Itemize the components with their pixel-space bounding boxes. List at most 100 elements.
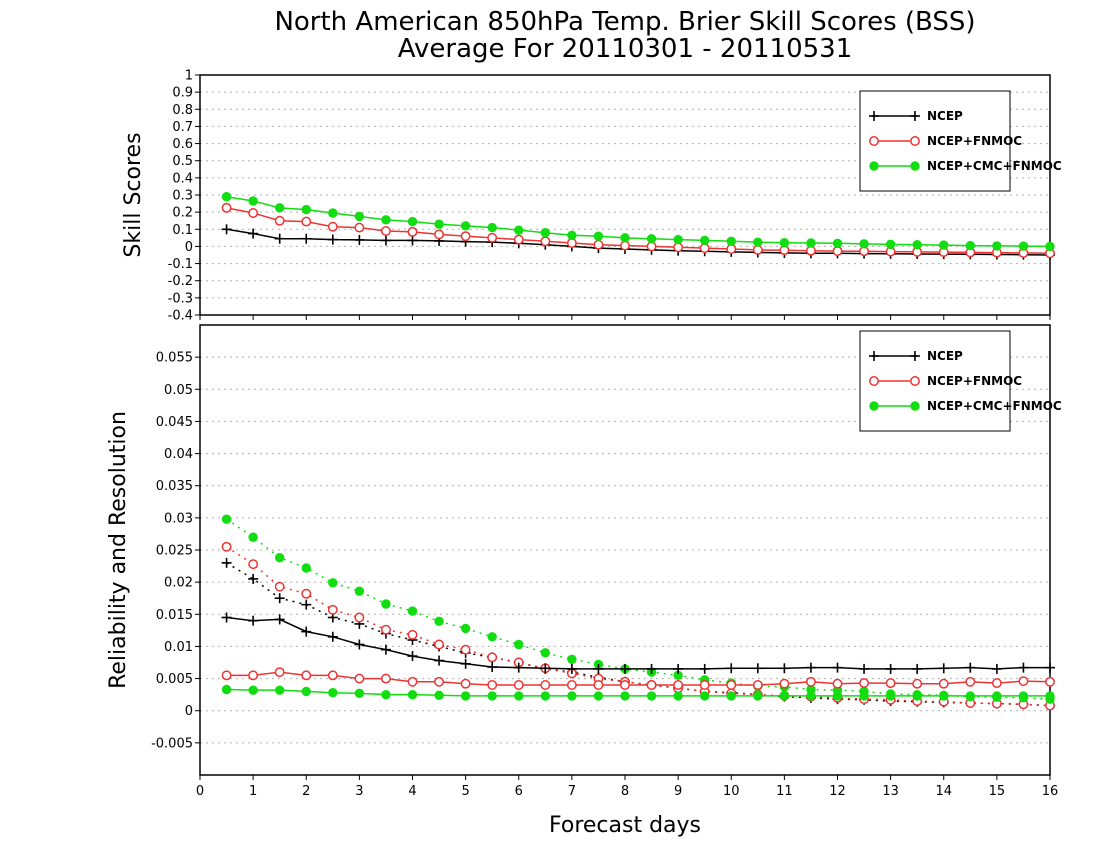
bottom-data-point-ncep_fnmoc-solid (593, 680, 604, 690)
bottom-data-point-ncep-dotted (301, 599, 312, 610)
bottom-legend-label: NCEP+CMC+FNMOC (927, 399, 1062, 413)
bottom-data-point-ncep_cmc_fnmoc-solid (779, 691, 790, 701)
bottom-legend-label: NCEP+FNMOC (927, 374, 1022, 388)
bottom-data-point-ncep_fnmoc-dotted (327, 604, 338, 615)
top-data-point-ncep_cmc_fnmoc-solid (620, 233, 630, 243)
bottom-data-point-ncep-solid (434, 655, 445, 666)
top-y-tick-label: 0.5 (172, 154, 193, 169)
top-data-point-ncep_fnmoc-solid (407, 226, 418, 237)
bottom-data-point-ncep-solid (380, 644, 391, 655)
bottom-x-tick-label: 8 (621, 784, 629, 799)
bottom-data-point-ncep_fnmoc-solid (1045, 676, 1055, 687)
bottom-data-point-ncep-solid (991, 663, 1002, 674)
bottom-data-point-ncep_fnmoc-solid (540, 680, 551, 690)
top-legend-label: NCEP (927, 109, 963, 123)
top-data-point-ncep_cmc_fnmoc-solid (753, 237, 763, 247)
bottom-data-point-ncep_fnmoc-solid (407, 676, 418, 687)
bottom-data-point-ncep_cmc_fnmoc-solid (567, 691, 577, 701)
bottom-x-tick-label: 1 (249, 784, 257, 799)
bottom-plot-frame (199, 324, 1051, 776)
top-y-tick-label: 0.4 (172, 171, 193, 186)
top-data-point-ncep_cmc_fnmoc-solid (248, 196, 258, 206)
bottom-data-point-ncep_cmc_fnmoc-solid (992, 691, 1002, 701)
top-data-point-ncep-solid (221, 224, 232, 235)
bottom-data-point-ncep-solid (885, 663, 896, 674)
top-data-point-ncep_cmc_fnmoc-solid (301, 204, 311, 215)
bottom-data-point-ncep_fnmoc-solid (487, 680, 498, 690)
bottom-y-tick-label: 0.03 (164, 511, 193, 526)
bottom-y-axis-title: Reliability and Resolution (106, 411, 131, 689)
top-data-point-ncep_fnmoc-solid (752, 244, 763, 255)
bottom-data-point-ncep_cmc_fnmoc-solid (726, 691, 736, 701)
top-y-tick-label: 0.2 (172, 206, 193, 221)
bottom-data-point-ncep_cmc_fnmoc-solid (620, 691, 630, 701)
top-data-point-ncep-solid (380, 235, 391, 246)
bottom-x-tick-label: 12 (829, 784, 846, 799)
top-data-point-ncep_fnmoc-solid (380, 226, 391, 236)
bottom-data-point-ncep-solid (1045, 662, 1055, 673)
top-data-point-ncep_fnmoc-solid (593, 239, 604, 250)
bottom-data-point-ncep_fnmoc-solid (327, 670, 338, 681)
bottom-data-point-ncep_fnmoc-solid (221, 670, 232, 681)
bottom-data-point-ncep_fnmoc-solid (301, 670, 312, 681)
top-data-point-ncep_cmc_fnmoc-solid (726, 236, 736, 246)
top-data-point-ncep-solid (301, 233, 312, 244)
bottom-data-point-ncep_cmc_fnmoc-solid (487, 691, 497, 701)
top-data-point-ncep-solid (274, 233, 285, 244)
bottom-data-point-ncep_cmc_fnmoc-solid (381, 689, 391, 700)
bottom-data-point-ncep_cmc_fnmoc-dotted (328, 578, 338, 588)
bottom-data-point-ncep-solid (673, 663, 684, 674)
bottom-data-point-ncep_fnmoc-dotted (221, 541, 232, 552)
top-data-point-ncep-solid (407, 235, 418, 246)
top-data-point-ncep_cmc_fnmoc-solid (434, 219, 444, 229)
bottom-x-tick-label: 13 (882, 784, 899, 799)
top-data-point-ncep_cmc_fnmoc-solid (540, 228, 551, 238)
bottom-legend-marker (910, 376, 920, 386)
top-data-point-ncep_cmc_fnmoc-solid (806, 238, 816, 248)
bottom-data-point-ncep_fnmoc-solid (752, 680, 763, 690)
top-data-point-ncep_fnmoc-solid (301, 216, 312, 227)
bottom-data-point-ncep_cmc_fnmoc-solid (593, 691, 604, 701)
bottom-data-point-ncep_fnmoc-solid (513, 680, 524, 690)
bottom-data-point-ncep_cmc_fnmoc-dotted (221, 514, 232, 524)
bottom-y-tick-label: 0.055 (156, 351, 193, 366)
top-data-point-ncep_cmc_fnmoc-solid (407, 216, 418, 227)
bottom-data-point-ncep-solid (487, 662, 498, 672)
bottom-x-tick-label: 6 (515, 784, 523, 799)
top-data-point-ncep_cmc_fnmoc-solid (1018, 241, 1029, 251)
bottom-data-point-ncep_cmc_fnmoc-solid (885, 691, 896, 701)
top-data-point-ncep_fnmoc-solid (354, 222, 365, 233)
bottom-data-point-ncep-solid (965, 662, 976, 673)
bottom-data-point-ncep_cmc_fnmoc-dotted (487, 632, 497, 642)
bottom-data-point-ncep-solid (726, 663, 737, 674)
top-legend-marker (910, 161, 920, 171)
bottom-data-point-ncep-solid (938, 663, 949, 674)
bottom-y-tick-label: 0 (185, 704, 193, 719)
bottom-data-point-ncep_cmc_fnmoc-dotted (354, 586, 365, 596)
bottom-x-tick-label: 7 (568, 784, 576, 799)
bottom-data-point-ncep_fnmoc-solid (885, 678, 896, 689)
bottom-data-point-ncep_cmc_fnmoc-solid (328, 688, 338, 698)
bottom-data-point-ncep_fnmoc-dotted (487, 652, 498, 663)
bottom-data-point-ncep_fnmoc-solid (965, 676, 976, 687)
bottom-data-point-ncep-dotted (274, 593, 285, 604)
top-y-tick-label: 0.3 (172, 189, 193, 204)
top-y-tick-label: 0.8 (172, 103, 193, 118)
top-data-point-ncep_cmc_fnmoc-solid (673, 234, 683, 245)
top-data-point-ncep_fnmoc-solid (566, 238, 577, 248)
bottom-legend-marker (869, 351, 879, 361)
bottom-data-point-ncep_cmc_fnmoc-dotted (274, 553, 285, 563)
bottom-data-point-ncep-solid (354, 639, 365, 650)
top-data-point-ncep_fnmoc-solid (513, 234, 524, 245)
bottom-data-point-ncep_cmc_fnmoc-dotted (381, 599, 391, 609)
bottom-data-point-ncep-dotted (221, 557, 232, 568)
bottom-data-point-ncep_cmc_fnmoc-dotted (514, 639, 524, 650)
bottom-data-point-ncep_cmc_fnmoc-solid (407, 689, 418, 700)
bottom-data-point-ncep_cmc_fnmoc-solid (221, 684, 232, 695)
bottom-x-tick-label: 9 (674, 784, 682, 799)
top-legend-marker (869, 136, 879, 146)
top-data-point-ncep_cmc_fnmoc-solid (939, 240, 949, 250)
top-data-point-ncep_fnmoc-solid (832, 246, 843, 257)
bottom-legend-marker (910, 351, 920, 361)
bottom-data-point-ncep_cmc_fnmoc-solid (912, 691, 922, 701)
